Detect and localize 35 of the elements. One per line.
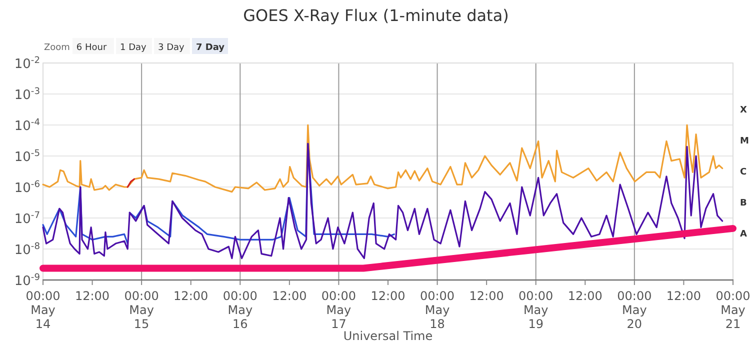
text: C [740, 168, 747, 178]
x-tick-label: 00:00 May 19 [518, 289, 554, 331]
zoom-caption: Zoom [44, 43, 70, 53]
text: B [740, 198, 747, 208]
y-tick-label: 10$^{-5}$ [14, 149, 40, 165]
x-tick-label: 00:00 May 20 [617, 289, 652, 331]
x-tick-label: 12:00 [74, 289, 110, 303]
y-tick-label: 10$^{-6}$ [14, 180, 40, 196]
x-tick-label: 12:00 [568, 289, 602, 303]
y-tick-label: 10$^{-4}$ [14, 118, 40, 134]
y-tick-label: 10$^{-2}$ [14, 56, 40, 72]
zoom-button[interactable]: 3 Day [154, 38, 190, 54]
zoom-button[interactable]: 7 Day [192, 38, 228, 54]
y-tick-label: 10$^{-7}$ [14, 211, 40, 227]
text: M [740, 136, 749, 146]
x-tick-label: 00:00 May 16 [222, 289, 258, 331]
x-tick-label: 12:00 [469, 289, 504, 303]
x-tick-label: 12:00 [272, 289, 307, 303]
y-tick-label: 10$^{-9}$ [14, 273, 40, 289]
x-tick-label: 12:00 [174, 289, 208, 303]
zoom-button[interactable]: 1 Day [116, 38, 152, 54]
x-tick-label: 00:00 May 21 [716, 289, 750, 331]
x-tick-label: 12:00 [666, 289, 702, 303]
text: A [740, 230, 747, 240]
x-tick-label: 00:00 May 18 [420, 289, 455, 331]
x-tick-label: 12:00 [370, 289, 406, 303]
y-tick-label: 10$^{-8}$ [14, 242, 40, 258]
chart-title: GOES X-Ray Flux (1-minute data) [243, 6, 509, 25]
x-tick-label: 00:00 May 14 [26, 289, 60, 331]
text: X [740, 106, 747, 116]
zoom-button[interactable]: 6 Hour [72, 38, 114, 54]
x-tick-label: 00:00 May 17 [321, 289, 356, 331]
y-tick-label: 10$^{-3}$ [14, 87, 40, 103]
x-axis-title: Universal Time [343, 329, 433, 343]
x-tick-label: 00:00 May 15 [124, 289, 159, 331]
